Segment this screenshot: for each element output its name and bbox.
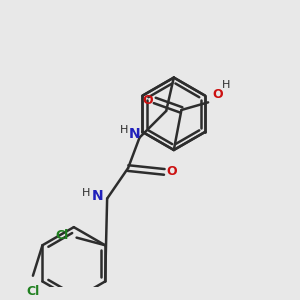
Text: O: O xyxy=(167,165,177,178)
Text: H: H xyxy=(82,188,90,198)
Text: N: N xyxy=(92,189,103,203)
Text: H: H xyxy=(120,125,128,135)
Text: N: N xyxy=(129,127,141,141)
Text: H: H xyxy=(221,80,230,90)
Text: Cl: Cl xyxy=(56,229,69,242)
Text: O: O xyxy=(212,88,223,101)
Text: Cl: Cl xyxy=(26,285,40,298)
Text: O: O xyxy=(143,94,153,107)
